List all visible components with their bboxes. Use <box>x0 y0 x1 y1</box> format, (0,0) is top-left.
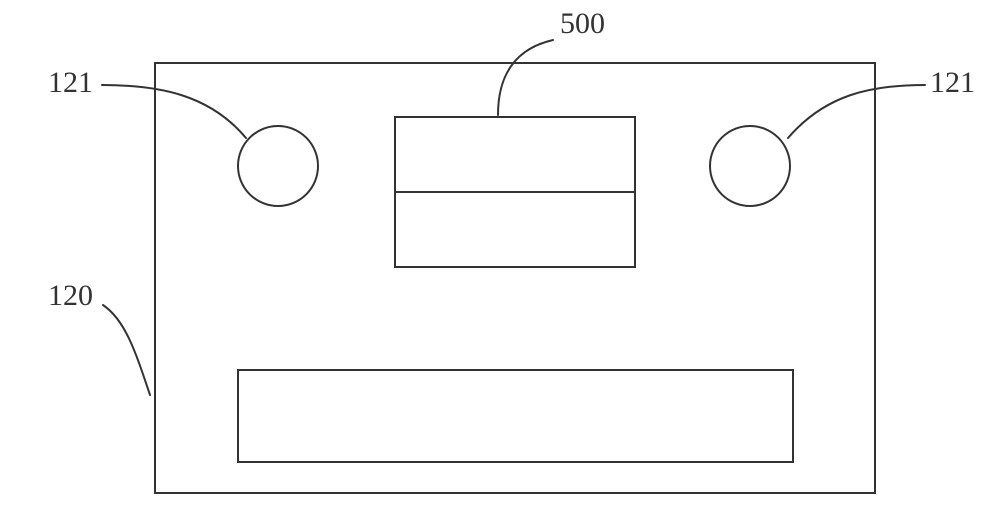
leader-top-right <box>788 85 925 138</box>
leader-lines-group <box>102 40 925 395</box>
label-120: 120 <box>48 279 93 312</box>
leader-top-left <box>102 85 246 138</box>
label-121-right: 121 <box>930 66 975 99</box>
circle-121-0 <box>238 126 318 206</box>
label-500: 500 <box>560 7 605 40</box>
shapes-group <box>155 63 875 493</box>
leader-mid-left <box>103 305 150 395</box>
diagram-canvas: 500 121 121 120 <box>0 0 1000 522</box>
leader-top-center <box>498 40 553 115</box>
outer-rect-120 <box>155 63 875 493</box>
bottom-rect <box>238 370 793 462</box>
circle-121-1 <box>710 126 790 206</box>
label-121-left: 121 <box>48 66 93 99</box>
